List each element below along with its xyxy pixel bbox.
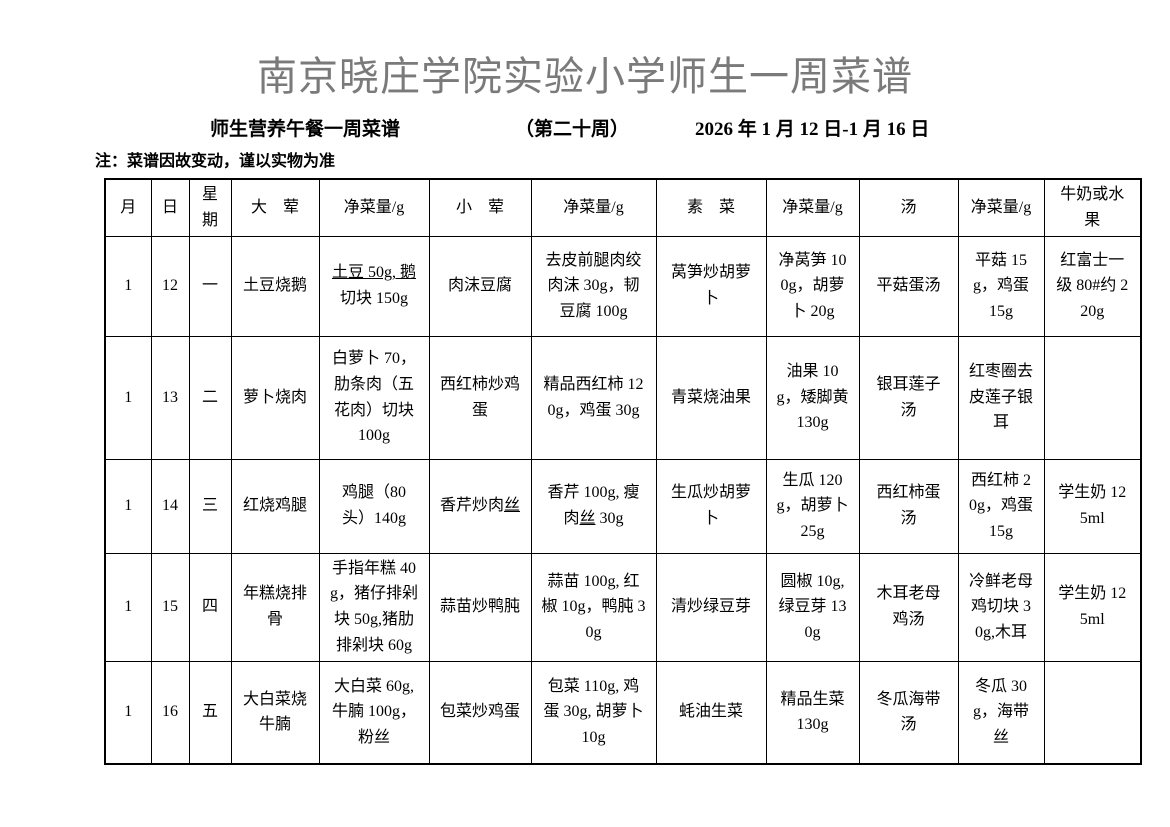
cell-small-qty: 精品西红柿 120g，鸡蛋 30g [530, 335, 657, 460]
cell-veg-qty: 圆椒 10g, 绿豆芽 130g [765, 552, 860, 662]
cell-veg-qty: 生瓜 120g，胡萝卜 25g [765, 458, 860, 554]
column-header-month: 月 [104, 178, 152, 237]
cell-small-qty-underlined: 丝 [579, 510, 596, 527]
cell-milk-fruit: 学生奶 125ml [1043, 458, 1142, 554]
cell-soup-qty: 西红柿 20g，鸡蛋 15g [957, 458, 1045, 554]
cell-weekday: 一 [188, 235, 232, 337]
column-header-small-dish: 小 荤 [428, 178, 532, 237]
cell-small-dish: 香芹炒肉丝 [428, 458, 532, 554]
cell-soup: 冬瓜海带汤 [858, 660, 959, 765]
cell-main-dish: 年糕烧排骨 [230, 552, 320, 662]
cell-main-qty-underlined: 土豆 50g, 鹅 [331, 264, 416, 282]
cell-small-dish: 西红柿炒鸡蛋 [428, 335, 532, 460]
cell-milk-fruit: 学生奶 125ml [1043, 552, 1142, 662]
cell-veg-qty: 精品生菜 130g [765, 660, 860, 765]
cell-main-dish: 红烧鸡腿 [230, 458, 320, 554]
column-header-soup-qty: 净菜量/g [957, 178, 1045, 237]
cell-weekday: 二 [188, 335, 232, 460]
cell-soup-qty: 平菇 15g，鸡蛋 15g [957, 235, 1045, 337]
cell-main-dish: 土豆烧鹅 [230, 235, 320, 337]
cell-small-qty: 包菜 110g, 鸡蛋 30g, 胡萝卜 10g [530, 660, 657, 765]
cell-weekday: 三 [188, 458, 232, 554]
cell-main-qty: 手指年糕 40g，猪仔排剁块 50g,猪肋排剁块 60g [318, 552, 430, 662]
cell-small-dish: 蒜苗炒鸭肫 [428, 552, 532, 662]
cell-soup: 平菇蛋汤 [858, 235, 959, 337]
cell-veg-dish: 蚝油生菜 [655, 660, 767, 765]
column-header-small-qty: 净菜量/g [530, 178, 657, 237]
cell-month: 1 [104, 552, 152, 662]
cell-main-qty: 白萝卜 70，肋条肉（五花肉）切块 100g [318, 335, 430, 460]
cell-soup: 西红柿蛋汤 [858, 458, 959, 554]
cell-weekday: 四 [188, 552, 232, 662]
menu-table: 月 日 星期 大 荤 净菜量/g 小 荤 净菜量/g 素 菜 净菜量/g 汤 净… [104, 178, 1142, 765]
cell-small-qty-rest: 30g [595, 510, 624, 527]
cell-veg-dish: 莴笋炒胡萝卜 [655, 235, 767, 337]
column-header-soup: 汤 [858, 178, 959, 237]
menu-row-thursday: 1 15 四 年糕烧排骨 手指年糕 40g，猪仔排剁块 50g,猪肋排剁块 60… [104, 552, 1142, 662]
cell-day: 15 [150, 552, 190, 662]
cell-milk-fruit [1043, 660, 1142, 765]
subtitle-week-number: （第二十周） [515, 119, 630, 140]
cell-month: 1 [104, 335, 152, 460]
cell-soup: 木耳老母鸡汤 [858, 552, 959, 662]
cell-veg-qty: 净莴笋 100g，胡萝卜 20g [765, 235, 860, 337]
cell-soup-qty: 冷鲜老母鸡切块 30g,木耳 [957, 552, 1045, 662]
column-header-day: 日 [150, 178, 190, 237]
cell-weekday: 五 [188, 660, 232, 765]
cell-small-dish: 包菜炒鸡蛋 [428, 660, 532, 765]
cell-small-dish: 肉沫豆腐 [428, 235, 532, 337]
column-header-milk-fruit-label: 牛奶或水果 [1060, 186, 1125, 229]
cell-day: 16 [150, 660, 190, 765]
menu-note: 注：菜谱因故变动，谨以实物为准 [95, 153, 336, 170]
column-header-main-qty: 净菜量/g [318, 178, 430, 237]
header-row: 月 日 星期 大 荤 净菜量/g 小 荤 净菜量/g 素 菜 净菜量/g 汤 净… [104, 178, 1142, 237]
menu-row-friday: 1 16 五 大白菜烧牛腩 大白菜 60g,牛腩 100g，粉丝 包菜炒鸡蛋 包… [104, 660, 1142, 765]
cell-main-qty: 大白菜 60g,牛腩 100g，粉丝 [318, 660, 430, 765]
cell-day: 13 [150, 335, 190, 460]
subtitle-lunch-menu: 师生营养午餐一周菜谱 [210, 119, 401, 140]
cell-soup: 银耳莲子汤 [858, 335, 959, 460]
cell-milk-fruit [1043, 335, 1142, 460]
menu-row-monday: 1 12 一 土豆烧鹅 土豆 50g, 鹅切块 150g 肉沫豆腐 去皮前腿肉绞… [104, 235, 1142, 337]
cell-veg-dish: 生瓜炒胡萝卜 [655, 458, 767, 554]
page-title: 南京晓庄学院实验小学师生一周菜谱 [257, 54, 913, 99]
menu-row-tuesday: 1 13 二 萝卜烧肉 白萝卜 70，肋条肉（五花肉）切块 100g 西红柿炒鸡… [104, 335, 1142, 460]
column-header-milk-fruit: 牛奶或水果 [1043, 178, 1142, 237]
cell-main-qty: 鸡腿（80 头）140g [318, 458, 430, 554]
cell-soup-qty: 红枣圈去皮莲子银耳 [957, 335, 1045, 460]
cell-main-qty: 土豆 50g, 鹅切块 150g [318, 235, 430, 337]
subtitle-date-range: 2026 年 1 月 12 日-1 月 16 日 [695, 119, 930, 140]
menu-row-wednesday: 1 14 三 红烧鸡腿 鸡腿（80 头）140g 香芹炒肉丝 香芹 100g, … [104, 458, 1142, 554]
cell-main-dish: 萝卜烧肉 [230, 335, 320, 460]
column-header-veg-dish: 素 菜 [655, 178, 767, 237]
cell-day: 12 [150, 235, 190, 337]
cell-small-qty: 蒜苗 100g, 红椒 10g，鸭肫 30g [530, 552, 657, 662]
column-header-veg-qty: 净菜量/g [765, 178, 860, 237]
cell-month: 1 [104, 235, 152, 337]
cell-small-qty-pre: 香芹 100g, 瘦肉 [547, 484, 640, 527]
cell-day: 14 [150, 458, 190, 554]
cell-small-qty: 去皮前腿肉绞肉沫 30g，韧豆腐 100g [530, 235, 657, 337]
column-header-main-dish: 大 荤 [230, 178, 320, 237]
cell-month: 1 [104, 660, 152, 765]
cell-small-dish-pre: 香芹炒肉 [439, 497, 504, 515]
column-header-weekday: 星期 [188, 178, 232, 237]
cell-main-dish: 大白菜烧牛腩 [230, 660, 320, 765]
cell-small-dish-underlined: 丝 [504, 497, 521, 515]
cell-veg-dish: 青菜烧油果 [655, 335, 767, 460]
cell-small-qty: 香芹 100g, 瘦肉丝 30g [530, 458, 657, 554]
cell-soup-qty: 冬瓜 30g，海带丝 [957, 660, 1045, 765]
cell-veg-dish: 清炒绿豆芽 [655, 552, 767, 662]
cell-month: 1 [104, 458, 152, 554]
cell-main-qty-rest: 切块 150g [339, 290, 408, 307]
cell-veg-qty: 油果 10g，矮脚黄 130g [765, 335, 860, 460]
cell-milk-fruit: 红富士一级 80#约 220g [1043, 235, 1142, 337]
